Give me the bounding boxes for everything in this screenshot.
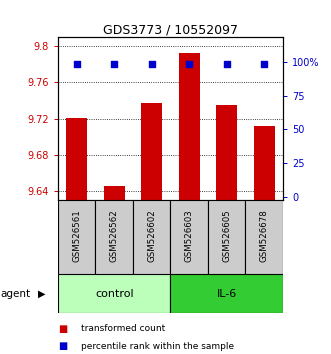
Point bbox=[149, 62, 154, 67]
Text: GSM526603: GSM526603 bbox=[185, 209, 194, 262]
Text: ▶: ▶ bbox=[38, 289, 46, 299]
Text: ■: ■ bbox=[58, 341, 67, 351]
Text: GSM526561: GSM526561 bbox=[72, 209, 81, 262]
Text: GSM526605: GSM526605 bbox=[222, 209, 231, 262]
Point bbox=[261, 62, 267, 67]
Point bbox=[224, 62, 229, 67]
Text: agent: agent bbox=[1, 289, 31, 299]
Text: transformed count: transformed count bbox=[81, 324, 166, 333]
Bar bbox=[133, 200, 170, 274]
Bar bbox=[170, 274, 283, 313]
Text: GSM526562: GSM526562 bbox=[110, 209, 119, 262]
Text: ■: ■ bbox=[58, 324, 67, 333]
Text: IL-6: IL-6 bbox=[216, 289, 237, 299]
Bar bbox=[58, 200, 95, 274]
Bar bbox=[66, 118, 87, 200]
Bar bbox=[216, 105, 237, 200]
Point bbox=[187, 62, 192, 67]
Bar bbox=[246, 200, 283, 274]
Bar bbox=[170, 200, 208, 274]
Point bbox=[112, 62, 117, 67]
Bar bbox=[254, 126, 274, 200]
Bar bbox=[58, 274, 170, 313]
Text: GSM526602: GSM526602 bbox=[147, 209, 156, 262]
Bar bbox=[179, 52, 200, 200]
Bar bbox=[208, 200, 246, 274]
Text: control: control bbox=[95, 289, 133, 299]
Bar bbox=[104, 187, 124, 200]
Title: GDS3773 / 10552097: GDS3773 / 10552097 bbox=[103, 23, 238, 36]
Point bbox=[74, 62, 79, 67]
Text: percentile rank within the sample: percentile rank within the sample bbox=[81, 342, 234, 351]
Text: GSM526678: GSM526678 bbox=[260, 209, 269, 262]
Bar bbox=[141, 103, 162, 200]
Bar bbox=[95, 200, 133, 274]
